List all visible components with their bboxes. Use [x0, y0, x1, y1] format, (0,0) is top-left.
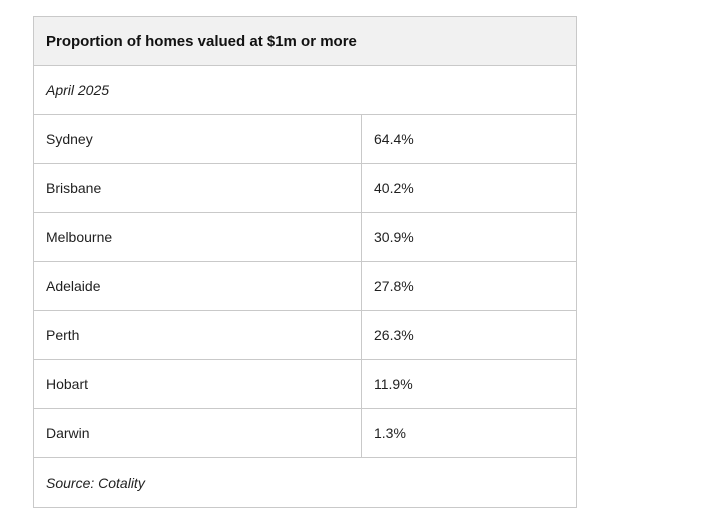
- value-cell: 26.3%: [374, 327, 414, 343]
- data-table: Proportion of homes valued at $1m or mor…: [33, 16, 577, 508]
- value-cell: 27.8%: [374, 278, 414, 294]
- city-cell: Hobart: [34, 360, 362, 408]
- city-cell: Sydney: [34, 115, 362, 163]
- table-row: Perth 26.3%: [34, 311, 576, 360]
- city-cell: Brisbane: [34, 164, 362, 212]
- value-cell: 64.4%: [374, 131, 414, 147]
- table-subtitle-row: April 2025: [34, 66, 576, 115]
- table-source-row: Source: Cotality: [34, 458, 576, 507]
- table-row: Brisbane 40.2%: [34, 164, 576, 213]
- value-cell: 11.9%: [374, 376, 413, 392]
- table-header-row: Proportion of homes valued at $1m or mor…: [34, 17, 576, 66]
- table-row: Darwin 1.3%: [34, 409, 576, 458]
- table-title: Proportion of homes valued at $1m or mor…: [46, 32, 357, 50]
- value-cell: 30.9%: [374, 229, 414, 245]
- table-row: Hobart 11.9%: [34, 360, 576, 409]
- city-cell: Melbourne: [34, 213, 362, 261]
- value-cell: 1.3%: [374, 425, 406, 441]
- city-cell: Adelaide: [34, 262, 362, 310]
- value-cell: 40.2%: [374, 180, 414, 196]
- table-subtitle: April 2025: [46, 82, 110, 98]
- city-cell: Darwin: [34, 409, 362, 457]
- table-source: Source: Cotality: [46, 474, 145, 491]
- city-cell: Perth: [34, 311, 362, 359]
- table-row: Melbourne 30.9%: [34, 213, 576, 262]
- table-row: Adelaide 27.8%: [34, 262, 576, 311]
- table-row: Sydney 64.4%: [34, 115, 576, 164]
